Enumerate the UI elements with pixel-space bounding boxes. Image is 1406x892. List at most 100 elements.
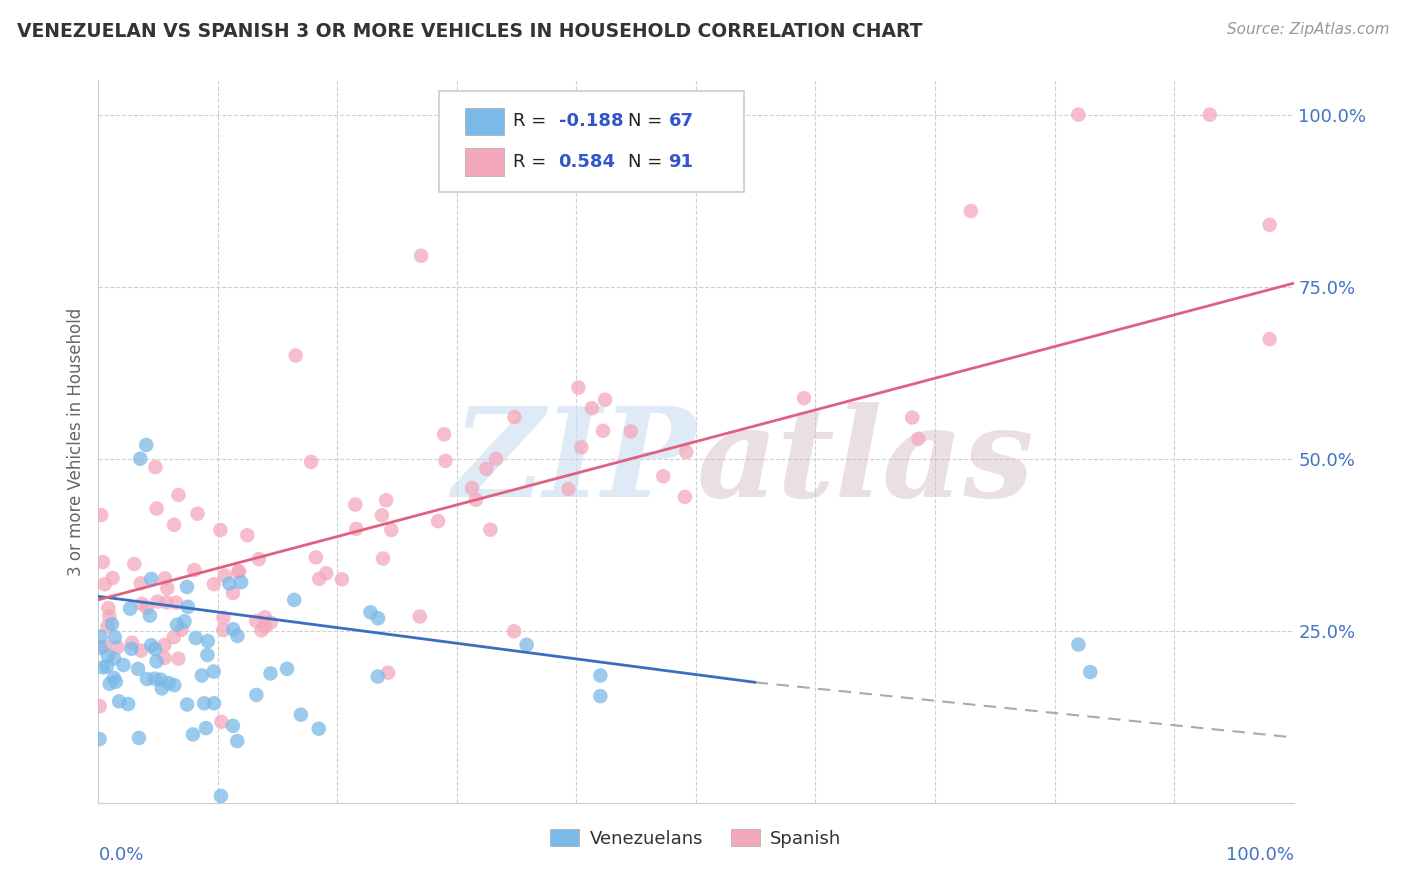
- Point: [1258, 218, 1281, 232]
- Point: [98, 609, 121, 624]
- Point: [202, 577, 225, 591]
- Point: [593, 392, 616, 407]
- Point: [98, 677, 121, 691]
- Point: [131, 597, 153, 611]
- Point: [367, 611, 389, 625]
- Point: [214, 568, 236, 582]
- Point: [129, 576, 152, 591]
- Point: [121, 635, 143, 649]
- Point: [90, 508, 112, 522]
- Point: [315, 566, 337, 581]
- Point: [433, 427, 456, 442]
- Point: [377, 665, 399, 680]
- Point: [129, 643, 152, 657]
- Point: [93, 640, 115, 654]
- Point: [344, 498, 367, 512]
- Point: [228, 565, 250, 579]
- Point: [105, 640, 128, 654]
- Text: 100.0%: 100.0%: [1226, 847, 1294, 864]
- Point: [153, 638, 176, 652]
- Point: [250, 624, 273, 638]
- Point: [117, 697, 139, 711]
- Legend: Venezuelans, Spanish: Venezuelans, Spanish: [543, 822, 849, 855]
- Point: [153, 571, 176, 585]
- Point: [330, 572, 353, 586]
- Point: [163, 678, 186, 692]
- Point: [184, 631, 207, 645]
- Point: [91, 660, 114, 674]
- Point: [135, 600, 157, 615]
- Text: 91: 91: [668, 153, 693, 171]
- Point: [589, 689, 612, 703]
- Point: [1080, 665, 1102, 679]
- Point: [176, 698, 198, 712]
- Point: [103, 671, 125, 685]
- Point: [157, 676, 180, 690]
- Point: [181, 727, 204, 741]
- Point: [236, 528, 259, 542]
- Point: [290, 707, 312, 722]
- Point: [97, 648, 120, 663]
- Point: [380, 523, 402, 537]
- Point: [652, 469, 675, 483]
- Point: [173, 615, 195, 629]
- Point: [276, 662, 298, 676]
- Point: [155, 595, 177, 609]
- Point: [212, 610, 235, 624]
- Point: [141, 572, 163, 586]
- Point: [176, 580, 198, 594]
- Point: [191, 668, 214, 682]
- Point: [209, 523, 232, 537]
- Point: [202, 665, 225, 679]
- Point: [308, 572, 330, 586]
- Point: [253, 610, 276, 624]
- Point: [112, 658, 135, 673]
- Point: [793, 391, 815, 405]
- Point: [592, 424, 614, 438]
- Point: [177, 599, 200, 614]
- Point: [163, 630, 186, 644]
- Point: [143, 672, 166, 686]
- Point: [150, 681, 173, 696]
- Point: [165, 596, 187, 610]
- Point: [620, 425, 643, 439]
- Point: [409, 609, 432, 624]
- Point: [139, 608, 162, 623]
- Text: atlas: atlas: [696, 402, 1033, 524]
- Point: [581, 401, 603, 416]
- Point: [222, 622, 245, 636]
- Point: [170, 623, 193, 637]
- Point: [145, 501, 167, 516]
- Point: [461, 481, 484, 495]
- Point: [228, 565, 250, 579]
- Text: 0.584: 0.584: [558, 153, 616, 171]
- Point: [129, 451, 152, 466]
- Point: [127, 662, 149, 676]
- Point: [245, 614, 267, 628]
- Point: [163, 517, 186, 532]
- Point: [135, 438, 157, 452]
- Point: [145, 460, 167, 475]
- Point: [124, 557, 146, 571]
- Point: [960, 204, 983, 219]
- Text: R =: R =: [513, 112, 553, 130]
- Point: [503, 410, 526, 425]
- Point: [93, 577, 115, 591]
- Text: VENEZUELAN VS SPANISH 3 OR MORE VEHICLES IN HOUSEHOLD CORRELATION CHART: VENEZUELAN VS SPANISH 3 OR MORE VEHICLES…: [17, 22, 922, 41]
- Point: [259, 666, 281, 681]
- Point: [96, 619, 118, 633]
- Point: [195, 721, 218, 735]
- Point: [359, 605, 381, 619]
- Point: [222, 719, 245, 733]
- Point: [197, 648, 219, 662]
- Text: N =: N =: [628, 112, 668, 130]
- Point: [156, 582, 179, 596]
- FancyBboxPatch shape: [465, 108, 503, 136]
- Point: [120, 641, 142, 656]
- Point: [96, 659, 118, 673]
- Point: [427, 514, 450, 528]
- Point: [229, 575, 252, 590]
- Point: [103, 651, 125, 665]
- Text: 67: 67: [668, 112, 693, 130]
- Point: [901, 410, 924, 425]
